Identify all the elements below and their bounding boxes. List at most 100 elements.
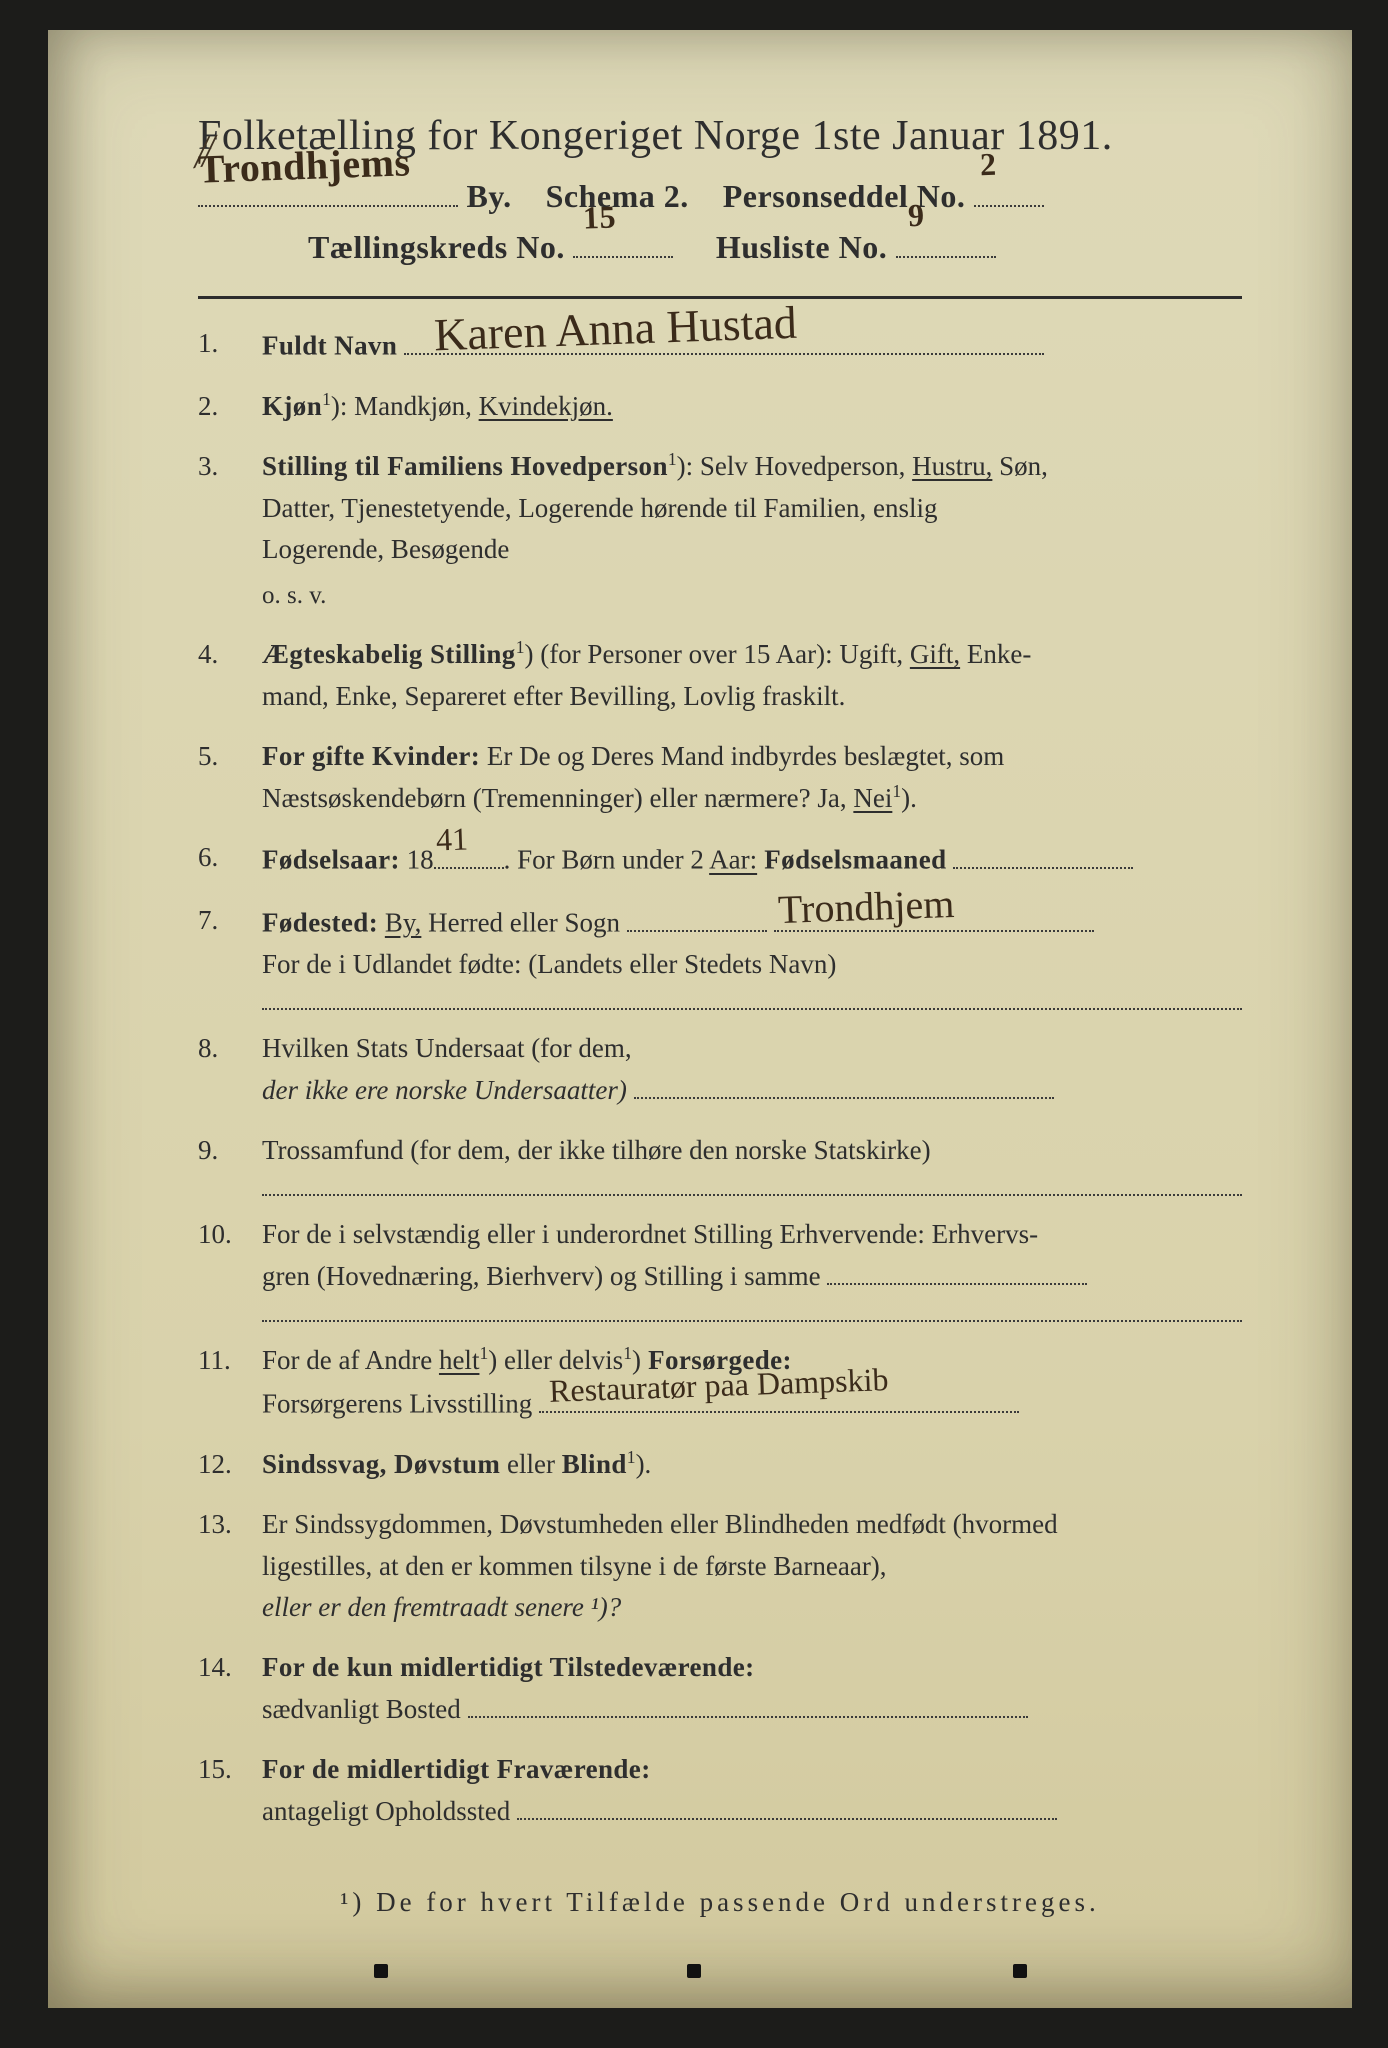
kreds-label: Tællingskreds No. bbox=[308, 229, 565, 265]
q6-year-hand: 41 bbox=[435, 815, 469, 866]
q10-1: For de i selvstændig eller i underordnet… bbox=[262, 1219, 1038, 1249]
schema-label: Schema 2. bbox=[546, 178, 689, 214]
q13-num: 13. bbox=[198, 1504, 262, 1546]
q6-year-field: 41 bbox=[434, 837, 504, 869]
q1-label: Fuldt Navn bbox=[262, 331, 397, 361]
q6-rest-a: . For Børn under 2 bbox=[504, 845, 710, 875]
q5-2b: Nei bbox=[853, 783, 892, 813]
q10-num: 10. bbox=[198, 1214, 262, 1256]
q9-num: 9. bbox=[198, 1130, 262, 1172]
q3-1b: Hustru, bbox=[912, 451, 992, 481]
q3-2: Datter, Tjenestetyende, Logerende hørend… bbox=[262, 493, 937, 523]
q6-rest-b: Aar: bbox=[709, 845, 757, 875]
city-field: Trondhjems bbox=[198, 170, 458, 207]
q4-num: 4. bbox=[198, 634, 262, 676]
q11: 11. For de af Andre helt1) eller delvis1… bbox=[198, 1340, 1242, 1426]
q12-a: Sindssvag, Døvstum bbox=[262, 1449, 500, 1479]
q6-century: 18 bbox=[407, 845, 434, 875]
q7-b: Herred eller Sogn bbox=[428, 908, 620, 938]
q3-label: Stilling til Familiens Hovedperson bbox=[262, 451, 668, 481]
q5-label: For gifte Kvinder: bbox=[262, 741, 480, 771]
q15-num: 15. bbox=[198, 1749, 262, 1791]
q5-2a: Næstsøskendebørn (Tremenninger) eller næ… bbox=[262, 783, 847, 813]
q5: 5. For gifte Kvinder: Er De og Deres Man… bbox=[198, 736, 1242, 820]
q8-1: Hvilken Stats Undersaat (for dem, bbox=[262, 1033, 632, 1063]
q4-1a: (for Personer over 15 Aar): Ugift, bbox=[540, 639, 903, 669]
q7-a: By, bbox=[385, 908, 422, 938]
q10-dots-b bbox=[262, 1320, 1242, 1322]
q14-num: 14. bbox=[198, 1647, 262, 1689]
binding-mark bbox=[687, 1964, 701, 1978]
q2-num: 2. bbox=[198, 386, 262, 428]
q8-2: der ikke ere norske Undersaatter) bbox=[262, 1075, 627, 1105]
q13: 13. Er Sindssygdommen, Døvstumheden elle… bbox=[198, 1504, 1242, 1630]
husliste-field: 9 bbox=[896, 221, 996, 258]
q10: 10. For de i selvstændig eller i underor… bbox=[198, 1214, 1242, 1322]
q3-3: Logerende, Besøgende bbox=[262, 534, 509, 564]
q7-dots-full bbox=[262, 1008, 1242, 1010]
q4-label: Ægteskabelig Stilling bbox=[262, 639, 516, 669]
q3-1a: Selv Hovedperson, bbox=[700, 451, 905, 481]
q7-2: For de i Udlandet fødte: (Landets eller … bbox=[262, 949, 836, 979]
q2: 2. Kjøn1): Mandkjøn, Kvindekjøn. bbox=[198, 386, 1242, 428]
q4-1b: Gift, bbox=[910, 639, 960, 669]
kreds-field: 15 bbox=[573, 221, 673, 258]
questions-list: 1. Fuldt Navn Karen Anna Hustad 2. Kjøn1… bbox=[198, 323, 1242, 1832]
husliste-hand: 9 bbox=[907, 197, 925, 235]
kreds-hand: 15 bbox=[583, 199, 617, 237]
q3: 3. Stilling til Familiens Hovedperson1):… bbox=[198, 446, 1242, 616]
q6: 6. Fødselsaar: 18 41 . For Børn under 2 … bbox=[198, 837, 1242, 882]
q12-c: Blind bbox=[562, 1449, 627, 1479]
q6-label: Fødselsaar: bbox=[262, 845, 400, 875]
q2-opt-a: Mandkjøn, bbox=[354, 391, 472, 421]
q15: 15. For de midlertidigt Fraværende: anta… bbox=[198, 1749, 1242, 1833]
q4-1c: Enke- bbox=[967, 639, 1031, 669]
q6-num: 6. bbox=[198, 837, 262, 879]
q5-num: 5. bbox=[198, 736, 262, 778]
q8: 8. Hvilken Stats Undersaat (for dem, der… bbox=[198, 1028, 1242, 1112]
q11-1a: For de af Andre bbox=[262, 1345, 439, 1375]
q1: 1. Fuldt Navn Karen Anna Hustad bbox=[198, 323, 1242, 368]
q9-text: Trossamfund (for dem, der ikke tilhøre d… bbox=[262, 1135, 931, 1165]
scan-frame: ⁄⁄ Folketælling for Kongeriget Norge 1st… bbox=[0, 0, 1388, 2048]
q6-rest-c: Fødselsmaaned bbox=[757, 845, 946, 875]
q1-num: 1. bbox=[198, 323, 262, 365]
q11-field: Restauratør paa Dampskib bbox=[539, 1381, 1019, 1413]
q2-opt-b: Kvindekjøn. bbox=[479, 391, 613, 421]
q15-1: For de midlertidigt Fraværende: bbox=[262, 1754, 651, 1784]
q11-hand: Restauratør paa Dampskib bbox=[548, 1355, 889, 1416]
q7-num: 7. bbox=[198, 900, 262, 942]
q11-num: 11. bbox=[198, 1340, 262, 1382]
q9-dots bbox=[262, 1194, 1242, 1196]
q12: 12. Sindssvag, Døvstum eller Blind1). bbox=[198, 1444, 1242, 1486]
header-line-1: Trondhjems By. Schema 2. Personseddel No… bbox=[198, 170, 1242, 215]
q8-dots bbox=[634, 1070, 1054, 1099]
census-form-page: ⁄⁄ Folketælling for Kongeriget Norge 1st… bbox=[48, 30, 1352, 2008]
q4-2: mand, Enke, Separeret efter Bevilling, L… bbox=[262, 681, 845, 711]
q5-1: Er De og Deres Mand indbyrdes beslægtet,… bbox=[487, 741, 1004, 771]
q14-1: For de kun midlertidigt Tilstedeværende: bbox=[262, 1652, 755, 1682]
q3-1c: Søn, bbox=[999, 451, 1048, 481]
q3-num: 3. bbox=[198, 446, 262, 488]
q9: 9. Trossamfund (for dem, der ikke tilhør… bbox=[198, 1130, 1242, 1196]
personseddel-label: Personseddel No. bbox=[723, 178, 966, 214]
q2-label: Kjøn bbox=[262, 391, 322, 421]
q12-b: eller bbox=[500, 1449, 561, 1479]
by-label: By. bbox=[467, 178, 512, 214]
q7: 7. Fødested: By, Herred eller Sogn Trond… bbox=[198, 900, 1242, 1010]
city-handwriting: Trondhjems bbox=[197, 138, 411, 192]
personseddel-hand: 2 bbox=[979, 146, 997, 184]
q7-label: Fødested: bbox=[262, 908, 378, 938]
personseddel-field: 2 bbox=[974, 170, 1044, 207]
q1-field: Karen Anna Hustad bbox=[404, 323, 1044, 355]
q15-dots bbox=[517, 1791, 1057, 1820]
footnote: ¹) De for hvert Tilfælde passende Ord un… bbox=[198, 1887, 1242, 1918]
q1-hand: Karen Anna Hustad bbox=[433, 287, 798, 371]
header-line-2: Tællingskreds No. 15 Husliste No. 9 bbox=[308, 221, 1242, 266]
binding-mark bbox=[374, 1964, 388, 1978]
q6-dots bbox=[953, 840, 1133, 869]
q10-2: gren (Hovednæring, Bierhverv) og Stillin… bbox=[262, 1261, 821, 1291]
q11-2: Forsørgerens Livsstilling bbox=[262, 1389, 532, 1419]
q12-num: 12. bbox=[198, 1444, 262, 1486]
q10-dots-a bbox=[827, 1256, 1087, 1285]
